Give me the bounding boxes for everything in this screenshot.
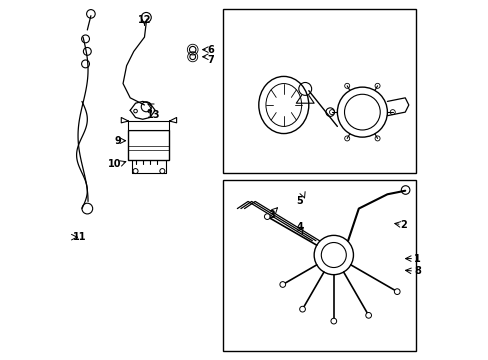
Text: 11: 11	[73, 232, 86, 242]
Text: 2: 2	[399, 220, 406, 230]
Bar	[223, 9, 415, 173]
Circle shape	[330, 318, 336, 324]
Text: 7: 7	[206, 55, 213, 65]
Text: 8: 8	[413, 266, 420, 276]
Text: 4: 4	[296, 222, 303, 232]
Circle shape	[279, 282, 285, 287]
Text: 12: 12	[138, 15, 151, 24]
Bar	[128, 121, 169, 130]
Text: 5: 5	[296, 196, 303, 206]
Bar	[223, 180, 415, 351]
Ellipse shape	[258, 76, 308, 134]
Text: 10: 10	[107, 159, 121, 169]
Circle shape	[365, 312, 371, 318]
Text: 3: 3	[267, 210, 274, 220]
Ellipse shape	[265, 84, 301, 126]
Text: 13: 13	[146, 111, 160, 120]
Circle shape	[393, 289, 399, 294]
Circle shape	[299, 306, 305, 312]
Bar	[128, 130, 169, 160]
Text: 9: 9	[114, 136, 121, 146]
Text: 1: 1	[413, 253, 420, 264]
Circle shape	[264, 214, 269, 220]
Text: 6: 6	[206, 45, 213, 55]
